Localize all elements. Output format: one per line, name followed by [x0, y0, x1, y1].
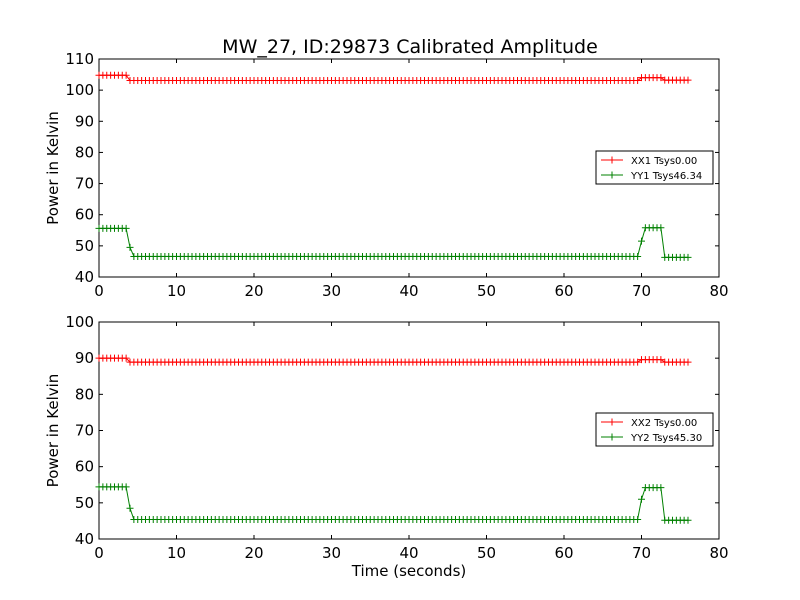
x-tick-label: 60 — [554, 544, 573, 562]
y-tick-label: 50 — [75, 494, 94, 512]
data-point — [126, 243, 134, 251]
data-point — [684, 358, 692, 366]
y-tick-label: 80 — [75, 143, 94, 161]
x-tick-label: 0 — [94, 282, 104, 300]
legend-box — [595, 412, 714, 447]
chart-title: MW_27, ID:29873 Calibrated Amplitude — [222, 36, 598, 58]
data-point — [634, 358, 642, 366]
data-point — [657, 356, 665, 364]
bottom-panel: 0 10 20 30 40 50 60 70 80 40 50 60 70 80 90 100 Power in… — [44, 313, 729, 580]
data-point — [657, 224, 665, 232]
y-tick-label: 70 — [75, 175, 94, 193]
x-tick-label: 40 — [399, 282, 418, 300]
x-tick-label: 70 — [632, 282, 651, 300]
x-tick-label: 0 — [94, 544, 104, 562]
y-tick-label: 90 — [75, 112, 94, 130]
data-point — [638, 237, 645, 245]
data-point — [657, 484, 665, 492]
legend-box — [595, 150, 714, 185]
legend-marker — [608, 156, 616, 164]
y-tick-label: 70 — [75, 422, 94, 440]
x-tick-label: 30 — [322, 544, 341, 562]
x-axis-label: Time (seconds) — [351, 562, 467, 580]
data-point — [684, 253, 692, 261]
x-tick-label: 50 — [477, 544, 496, 562]
data-point — [122, 224, 130, 232]
legend-marker — [608, 171, 616, 179]
data-point — [122, 354, 130, 362]
x-tick-label: 40 — [399, 544, 418, 562]
y-axis-label: Power in Kelvin — [44, 111, 62, 225]
data-point — [634, 76, 642, 84]
data-point — [684, 76, 692, 84]
data-point — [684, 516, 692, 524]
y-tick-label: 40 — [75, 268, 94, 286]
y-tick-label: 40 — [75, 530, 94, 548]
legend-marker — [608, 418, 616, 426]
legend-label: YY1 Tsys46.34 — [630, 171, 702, 182]
data-point — [634, 252, 642, 260]
top-panel: 0 10 20 30 40 50 60 70 80 40 50 60 70 80 90 100 110 Power… — [44, 50, 729, 300]
data-point — [126, 504, 134, 512]
y-tick-label: 60 — [75, 206, 94, 224]
y-tick-label: 100 — [65, 81, 94, 99]
data-point — [122, 483, 130, 491]
legend-label: YY2 Tsys45.30 — [630, 433, 702, 444]
y-tick-label: 90 — [75, 349, 94, 367]
legend-label: XX1 Tsys0.00 — [631, 156, 697, 167]
x-tick-label: 50 — [477, 282, 496, 300]
data-point — [657, 74, 665, 82]
y-tick-label: 80 — [75, 385, 94, 403]
legend-label: XX2 Tsys0.00 — [631, 418, 697, 429]
x-tick-label: 10 — [167, 544, 186, 562]
data-point — [634, 515, 642, 523]
data-point — [122, 71, 130, 79]
x-tick-label: 80 — [709, 282, 728, 300]
y-axis-label: Power in Kelvin — [44, 374, 62, 488]
y-tick-label: 100 — [65, 313, 94, 331]
x-tick-label: 20 — [244, 544, 263, 562]
y-tick-label: 50 — [75, 237, 94, 255]
x-tick-label: 70 — [632, 544, 651, 562]
y-tick-label: 110 — [65, 50, 94, 68]
x-tick-label: 30 — [322, 282, 341, 300]
legend-marker — [608, 433, 616, 441]
data-point — [638, 495, 645, 503]
y-tick-label: 60 — [75, 458, 94, 476]
x-tick-label: 60 — [554, 282, 573, 300]
x-tick-label: 20 — [244, 282, 263, 300]
x-tick-label: 80 — [709, 544, 728, 562]
x-tick-label: 10 — [167, 282, 186, 300]
